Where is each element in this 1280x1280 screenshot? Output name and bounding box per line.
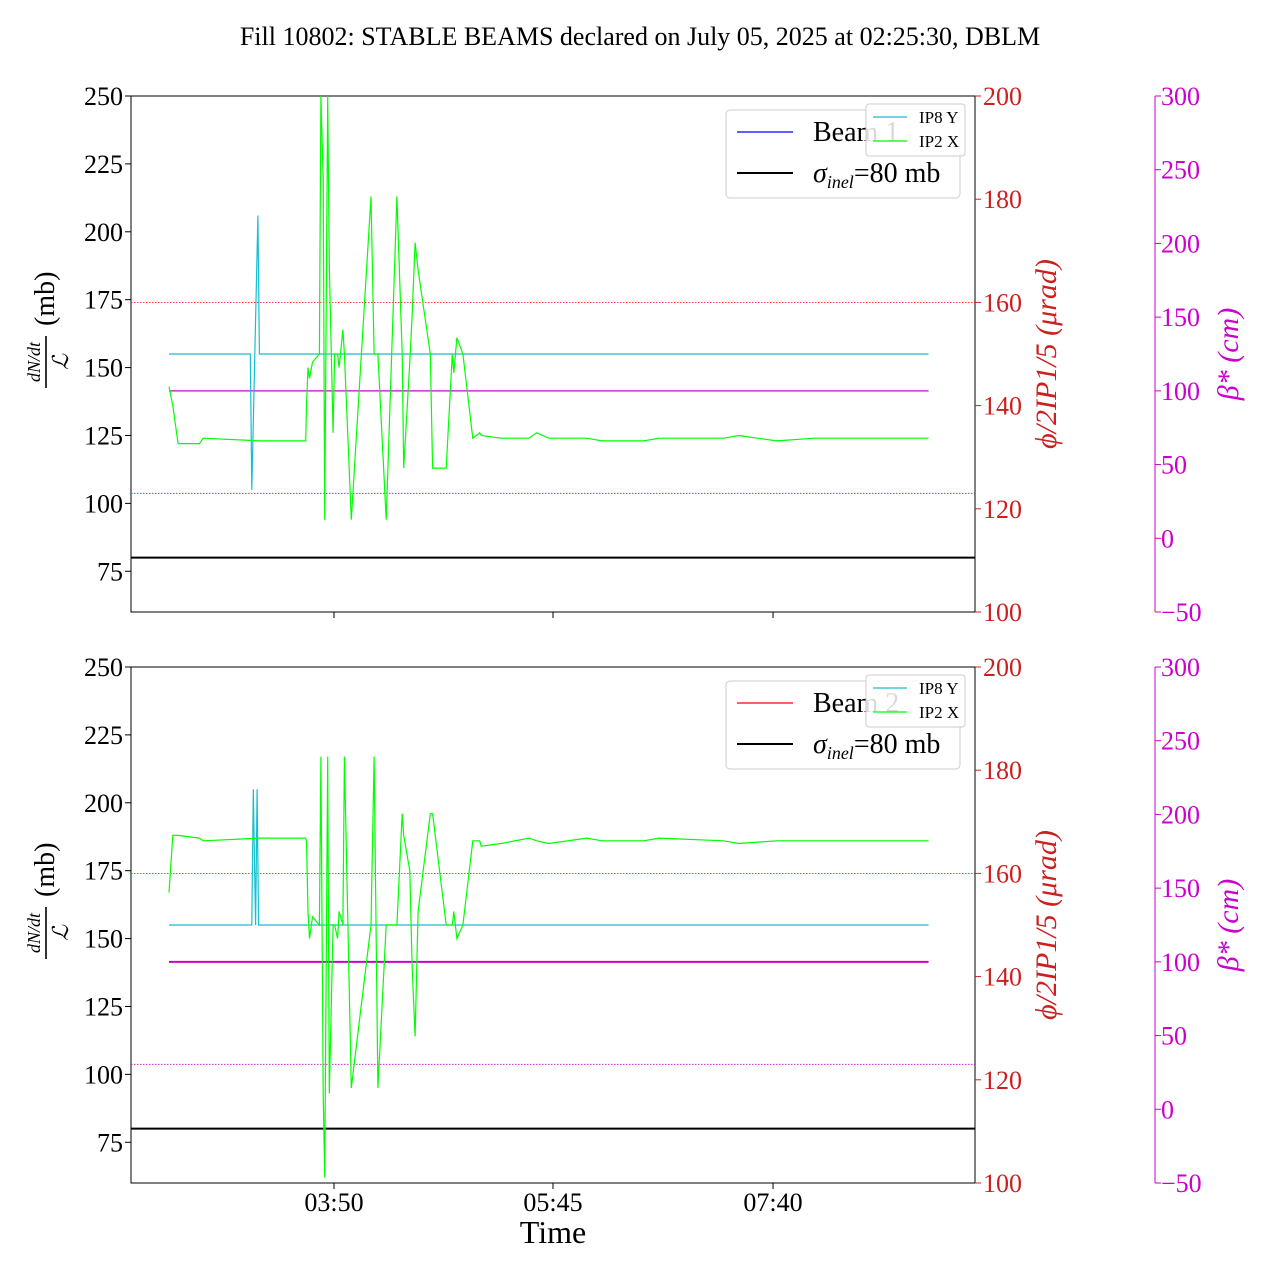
ytick-label: 250 xyxy=(84,653,123,682)
legend-small-label: IP2 X xyxy=(919,132,959,151)
phi-tick-label: 180 xyxy=(983,185,1022,214)
phi-tick-label: 180 xyxy=(983,756,1022,785)
ytick-label: 150 xyxy=(84,925,123,954)
phi-axis-title-text: ϕ/2IP1/5 (μrad) xyxy=(1030,830,1063,1020)
beta-tick-label: 0 xyxy=(1161,1095,1174,1124)
panel-beam-2: 75 100 125 150 175 200 225 250 03:50 05:45 07:40 Ti… xyxy=(24,653,1245,1250)
y-axis-title: dN/dt ℒ (mb) xyxy=(24,843,73,959)
ytick-label: 250 xyxy=(84,82,123,111)
phi-axis-title: ϕ/2IP1/5 (μrad) xyxy=(1030,259,1063,449)
phi-tick-label: 140 xyxy=(983,392,1022,421)
phi-tick-label: 160 xyxy=(983,288,1022,317)
beta-tick-label: 150 xyxy=(1161,874,1200,903)
beta-tick-label: 300 xyxy=(1161,653,1200,682)
beta-tick-label: 50 xyxy=(1161,451,1187,480)
series-line-ip8-y xyxy=(169,789,929,926)
beta-axis-title-text: β* (cm) xyxy=(1212,308,1245,401)
phi-tick-label: 160 xyxy=(983,859,1022,888)
ylabel-units: (mb) xyxy=(30,843,61,897)
phi-tick-label: 120 xyxy=(983,495,1022,524)
ytick-label: 100 xyxy=(84,489,123,518)
phi-axis-title-text: ϕ/2IP1/5 (μrad) xyxy=(1030,259,1063,449)
series-line-ip2-x xyxy=(168,756,929,1178)
xtick-label: 03:50 xyxy=(304,1188,363,1217)
phi-tick-label: 100 xyxy=(983,1169,1022,1198)
phi-tick-label: 120 xyxy=(983,1066,1022,1095)
beta-tick-label: 200 xyxy=(1161,800,1200,829)
beta-tick-label: 300 xyxy=(1161,82,1200,111)
beta-tick-label: 100 xyxy=(1161,377,1200,406)
beta-tick-label: 150 xyxy=(1161,303,1200,332)
ylabel-units: (mb) xyxy=(30,272,61,326)
series-line-ip2-x xyxy=(168,96,929,520)
ylabel-denominator: ℒ xyxy=(48,353,73,370)
series-line-ip8-y xyxy=(169,215,929,490)
legend-small-label: IP8 Y xyxy=(919,108,959,127)
phi-tick-label: 140 xyxy=(983,963,1022,992)
ytick-label: 100 xyxy=(84,1060,123,1089)
ytick-label: 225 xyxy=(84,150,123,179)
ylabel-denominator: ℒ xyxy=(48,924,73,941)
ytick-label: 75 xyxy=(97,1128,123,1157)
beta-tick-label: −50 xyxy=(1161,1169,1202,1198)
phi-tick-label: 200 xyxy=(983,653,1022,682)
beta-tick-label: −50 xyxy=(1161,598,1202,627)
x-axis-title: Time xyxy=(520,1214,586,1250)
beta-axis-title: β* (cm) xyxy=(1212,308,1245,401)
legend-label-sigma: σinel=80 mb xyxy=(813,729,940,763)
phi-tick-label: 200 xyxy=(983,82,1022,111)
beta-tick-label: 100 xyxy=(1161,948,1200,977)
beta-tick-label: 0 xyxy=(1161,524,1174,553)
panel-beam-1: 75 100 125 150 175 200 225 250 100 120 140 160 180 20… xyxy=(24,82,1245,627)
beta-axis-title-text: β* (cm) xyxy=(1212,879,1245,972)
legend-small: IP8 Y IP2 X xyxy=(865,103,966,157)
ylabel-numerator: dN/dt xyxy=(24,912,44,953)
legend-small: IP8 Y IP2 X xyxy=(865,674,966,728)
beta-tick-label: 250 xyxy=(1161,727,1200,756)
legend-label-sigma: σinel=80 mb xyxy=(813,158,940,192)
y-axis-title: dN/dt ℒ (mb) xyxy=(24,272,73,388)
phi-tick-label: 100 xyxy=(983,598,1022,627)
ytick-label: 175 xyxy=(84,857,123,886)
legend-small-label: IP8 Y xyxy=(919,679,959,698)
beta-axis-title: β* (cm) xyxy=(1212,879,1245,972)
ytick-label: 150 xyxy=(84,354,123,383)
ylabel-numerator: dN/dt xyxy=(24,341,44,382)
ytick-label: 200 xyxy=(84,789,123,818)
beta-tick-label: 200 xyxy=(1161,229,1200,258)
beta-tick-label: 50 xyxy=(1161,1022,1187,1051)
ytick-label: 125 xyxy=(84,992,123,1021)
ytick-label: 225 xyxy=(84,721,123,750)
xtick-label: 05:45 xyxy=(523,1188,582,1217)
beta-tick-label: 250 xyxy=(1161,156,1200,185)
ytick-label: 75 xyxy=(97,557,123,586)
phi-axis-title: ϕ/2IP1/5 (μrad) xyxy=(1030,830,1063,1020)
ytick-label: 175 xyxy=(84,286,123,315)
xtick-label: 07:40 xyxy=(743,1188,802,1217)
legend-small-label: IP2 X xyxy=(919,703,959,722)
ytick-label: 125 xyxy=(84,421,123,450)
ytick-label: 200 xyxy=(84,218,123,247)
figure-title: Fill 10802: STABLE BEAMS declared on Jul… xyxy=(240,22,1040,51)
